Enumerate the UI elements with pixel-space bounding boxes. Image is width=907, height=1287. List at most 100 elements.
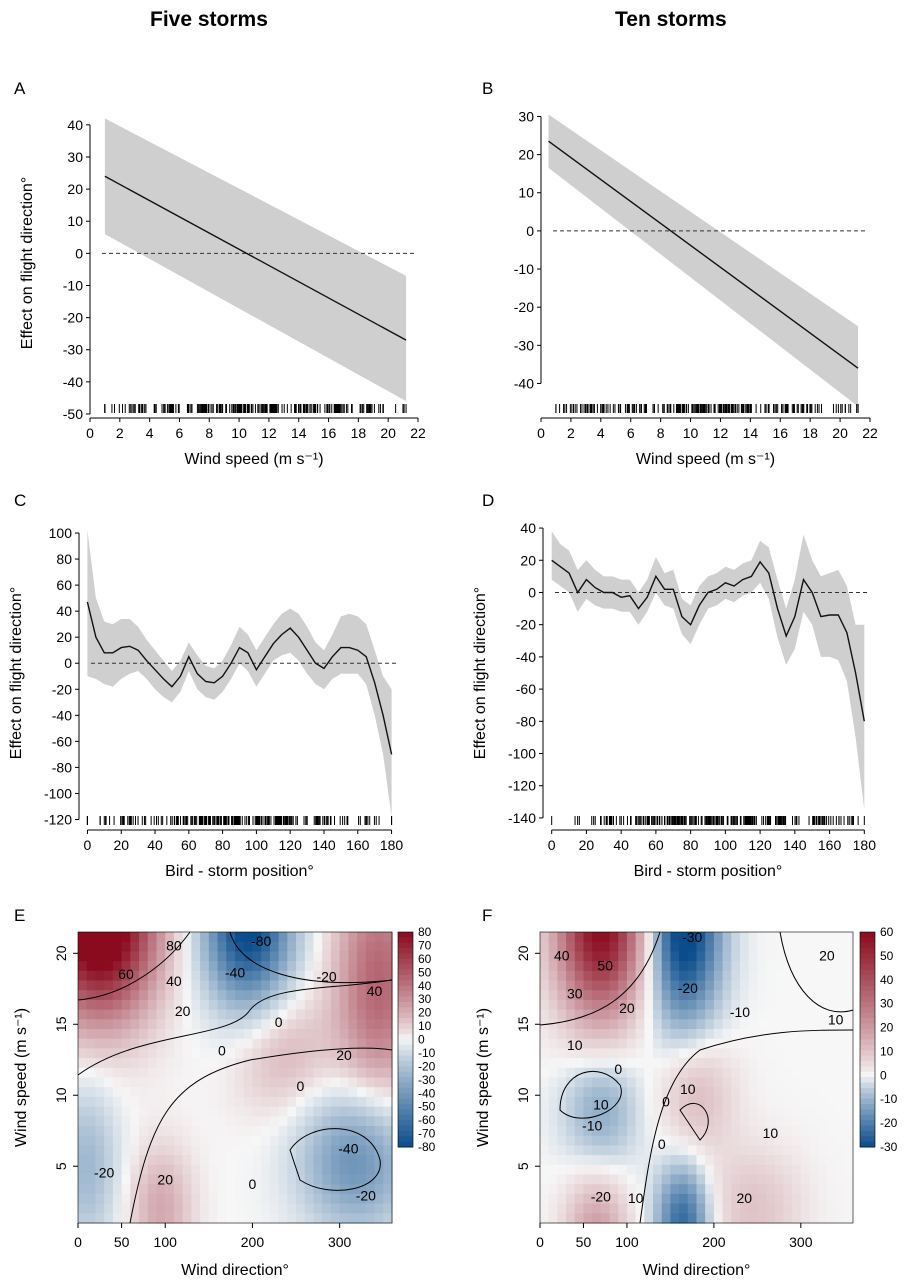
- heatmap-cell: [121, 1087, 131, 1098]
- heatmap-cell: [774, 932, 785, 943]
- contour-label: -20: [94, 1165, 114, 1181]
- heatmap-cell: [557, 1184, 567, 1195]
- contour-label: -20: [356, 1187, 376, 1203]
- heatmap-cell: [592, 1048, 602, 1059]
- heatmap-cell: [261, 1038, 271, 1049]
- heatmap-cell: [800, 1174, 811, 1185]
- heatmap-cell: [713, 1184, 724, 1195]
- heatmap-cell: [121, 1164, 131, 1176]
- heatmap-cell: [809, 1164, 819, 1176]
- heatmap-cell: [670, 1193, 680, 1205]
- heatmap-cell: [600, 1164, 611, 1176]
- heatmap-cell: [792, 1155, 802, 1166]
- x-tick-label: 50: [114, 1234, 130, 1250]
- heatmap-cell: [191, 1009, 201, 1020]
- heatmap-cell: [600, 970, 611, 982]
- y-tick-label: 30: [67, 149, 83, 165]
- heatmap-cell: [548, 1155, 558, 1166]
- y-tick-label: -40: [516, 649, 536, 665]
- heatmap-cell: [261, 1126, 271, 1137]
- heatmap-cell: [313, 1029, 323, 1040]
- heatmap-cell: [95, 1155, 105, 1166]
- heatmap-cell: [78, 1203, 88, 1214]
- heatmap-cell: [661, 970, 672, 982]
- heatmap-cell: [792, 1174, 802, 1185]
- x-tick-label: 18: [351, 425, 367, 441]
- colorbar-step: [398, 1061, 413, 1067]
- heatmap-cell: [182, 1019, 192, 1030]
- heatmap-cell: [322, 970, 332, 982]
- heatmap-cell: [705, 1067, 715, 1079]
- heatmap-cell: [600, 1135, 611, 1146]
- heatmap-cell: [322, 1213, 332, 1224]
- heatmap-cell: [173, 1048, 184, 1059]
- heatmap-cell: [609, 1106, 619, 1117]
- y-tick-label: -120: [508, 778, 536, 794]
- heatmap-cell: [653, 1203, 663, 1214]
- heatmap-cell: [235, 1067, 245, 1079]
- heatmap-cell: [783, 1164, 793, 1176]
- heatmap-cell: [383, 970, 393, 982]
- heatmap-cell: [635, 1048, 645, 1059]
- heatmap-cell: [191, 1145, 201, 1156]
- heatmap-cell: [766, 1106, 776, 1117]
- heatmap-cell: [757, 1029, 767, 1040]
- heatmap-cell: [313, 1213, 323, 1224]
- heatmap-cell: [696, 941, 706, 952]
- heatmap-cell: [95, 1067, 105, 1079]
- heatmap-cell: [296, 1087, 306, 1098]
- heatmap-cell: [618, 1193, 628, 1205]
- heatmap-cell: [339, 990, 349, 1001]
- heatmap-cell: [365, 941, 376, 952]
- heatmap-cell: [243, 999, 254, 1011]
- heatmap-cell: [618, 961, 628, 972]
- heatmap-cell: [766, 1077, 776, 1088]
- heatmap-cell: [200, 1038, 210, 1049]
- heatmap-cell: [661, 1087, 672, 1098]
- heatmap-cell: [226, 1019, 236, 1030]
- heatmap-cell: [844, 961, 854, 972]
- heatmap-cell: [687, 1145, 698, 1156]
- x-tick-label: 60: [181, 837, 197, 853]
- heatmap-cell: [365, 1184, 376, 1195]
- heatmap-cell: [330, 961, 341, 972]
- heatmap-cell: [583, 1058, 593, 1069]
- colorbar: 80706050403020100-10-20-30-40-50-60-70-8…: [397, 925, 436, 1154]
- heatmap-cell: [540, 999, 550, 1011]
- heatmap-cell: [121, 1029, 131, 1040]
- heatmap-cell: [626, 1116, 637, 1127]
- heatmap-cell: [583, 1106, 593, 1117]
- heatmap-cell: [592, 1019, 602, 1030]
- heatmap-cell: [792, 1184, 802, 1195]
- heatmap-cell: [731, 1203, 741, 1214]
- heatmap-cell: [278, 1058, 288, 1069]
- heatmap-cell: [592, 1077, 602, 1088]
- heatmap-cell: [557, 1174, 567, 1185]
- heatmap-cell: [800, 1155, 811, 1166]
- heatmap-cell: [548, 1116, 558, 1127]
- heatmap-cell: [365, 961, 376, 972]
- heatmap-cell: [130, 1116, 140, 1127]
- heatmap-cell: [182, 1116, 192, 1127]
- heatmap-cell: [818, 1213, 828, 1224]
- heatmap-cell: [348, 1048, 358, 1059]
- heatmap-cell: [165, 1164, 175, 1176]
- x-tick-label: 180: [380, 837, 404, 853]
- heatmap-cell: [226, 1106, 236, 1117]
- contour-label: 20: [157, 1172, 173, 1188]
- heatmap-cell: [540, 1174, 550, 1185]
- panel-label-D: D: [482, 491, 494, 510]
- heatmap-cell: [208, 1203, 219, 1214]
- heatmap-cell: [261, 1184, 271, 1195]
- heatmap-cell: [766, 1038, 776, 1049]
- heatmap-cell: [374, 1019, 384, 1030]
- heatmap-cell: [748, 1058, 758, 1069]
- heatmap-cell: [696, 999, 706, 1011]
- x-tick-label: 20: [832, 425, 848, 441]
- heatmap-cell: [757, 999, 767, 1011]
- heatmap-cell: [653, 1106, 663, 1117]
- heatmap-cell: [661, 1009, 672, 1020]
- heatmap-cell: [357, 1029, 367, 1040]
- heatmap-cell: [252, 1038, 262, 1049]
- heatmap-cell: [661, 1029, 672, 1040]
